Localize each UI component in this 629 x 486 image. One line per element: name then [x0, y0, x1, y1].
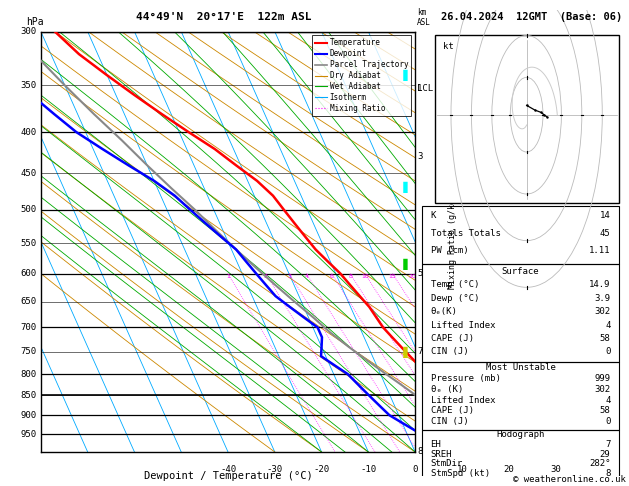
Text: hPa: hPa: [26, 17, 43, 27]
Text: Pressure (mb): Pressure (mb): [430, 374, 501, 383]
Text: -40: -40: [220, 465, 236, 473]
Text: 900: 900: [20, 411, 36, 420]
Text: 2: 2: [264, 274, 268, 279]
Bar: [423, 362, 619, 430]
Text: © weatheronline.co.uk: © weatheronline.co.uk: [513, 474, 626, 484]
Text: Hodograph: Hodograph: [496, 431, 545, 439]
Text: Lifted Index: Lifted Index: [430, 396, 495, 404]
Text: 400: 400: [20, 127, 36, 137]
Text: 450: 450: [20, 169, 36, 178]
Text: EH: EH: [430, 440, 442, 449]
Text: 5: 5: [417, 269, 423, 278]
Text: 8: 8: [348, 274, 352, 279]
Text: 14.9: 14.9: [589, 280, 611, 289]
Text: ▐: ▐: [399, 259, 408, 271]
Text: 8: 8: [605, 469, 611, 478]
Text: 850: 850: [20, 391, 36, 399]
Text: 302: 302: [594, 385, 611, 394]
Text: K: K: [430, 211, 436, 220]
Bar: [423, 430, 619, 481]
Text: 350: 350: [20, 81, 36, 90]
Text: PW (cm): PW (cm): [430, 246, 468, 255]
Text: 300: 300: [20, 27, 36, 36]
Text: θₑ (K): θₑ (K): [430, 385, 463, 394]
Text: 600: 600: [20, 269, 36, 278]
Text: Totals Totals: Totals Totals: [430, 228, 501, 238]
Text: CAPE (J): CAPE (J): [430, 406, 474, 416]
Text: kt: kt: [443, 42, 454, 52]
Text: 800: 800: [20, 369, 36, 379]
Text: 58: 58: [599, 334, 611, 343]
Text: -30: -30: [267, 465, 283, 473]
Text: ▐: ▐: [399, 181, 408, 193]
Text: Dewp (°C): Dewp (°C): [430, 294, 479, 303]
Text: 6: 6: [330, 274, 333, 279]
Text: 7: 7: [417, 347, 423, 356]
X-axis label: Dewpoint / Temperature (°C): Dewpoint / Temperature (°C): [143, 471, 313, 482]
Text: 700: 700: [20, 323, 36, 332]
Text: ▐: ▐: [399, 69, 408, 81]
Text: 58: 58: [599, 406, 611, 416]
Text: 3.9: 3.9: [594, 294, 611, 303]
Text: 4: 4: [605, 396, 611, 404]
Text: 1: 1: [226, 274, 230, 279]
Text: 0: 0: [413, 465, 418, 473]
Text: StmDir: StmDir: [430, 459, 463, 469]
Text: 1.11: 1.11: [589, 246, 611, 255]
Text: ▐: ▐: [399, 347, 408, 358]
Text: 3: 3: [417, 152, 423, 161]
Text: 550: 550: [20, 239, 36, 248]
Bar: [435, 35, 619, 203]
Text: 10: 10: [457, 465, 467, 473]
Text: 0: 0: [605, 347, 611, 356]
Text: 20: 20: [503, 465, 514, 473]
Bar: [423, 264, 619, 362]
Text: Temp (°C): Temp (°C): [430, 280, 479, 289]
Text: 1: 1: [417, 84, 423, 93]
Text: Mixing Ratio (g/kg): Mixing Ratio (g/kg): [448, 194, 457, 289]
Bar: [423, 206, 619, 264]
Text: 282°: 282°: [589, 459, 611, 469]
Text: 950: 950: [20, 430, 36, 438]
Text: 20: 20: [409, 274, 416, 279]
Text: Lifted Index: Lifted Index: [430, 321, 495, 330]
Text: 45: 45: [599, 228, 611, 238]
Legend: Temperature, Dewpoint, Parcel Trajectory, Dry Adiabat, Wet Adiabat, Isotherm, Mi: Temperature, Dewpoint, Parcel Trajectory…: [312, 35, 411, 116]
Text: 4: 4: [304, 274, 308, 279]
Text: Most Unstable: Most Unstable: [486, 364, 555, 372]
Text: 26.04.2024  12GMT  (Base: 06): 26.04.2024 12GMT (Base: 06): [442, 12, 623, 22]
Text: 10: 10: [361, 274, 369, 279]
Text: 302: 302: [594, 307, 611, 316]
Text: 4: 4: [605, 321, 611, 330]
Text: 29: 29: [599, 450, 611, 459]
Text: 750: 750: [20, 347, 36, 356]
Text: 30: 30: [550, 465, 561, 473]
Text: 7: 7: [605, 440, 611, 449]
Text: 15: 15: [389, 274, 396, 279]
Text: CAPE (J): CAPE (J): [430, 334, 474, 343]
Text: 8: 8: [417, 448, 423, 456]
Text: -10: -10: [360, 465, 376, 473]
Text: 44°49'N  20°17'E  122m ASL: 44°49'N 20°17'E 122m ASL: [135, 12, 311, 22]
Text: CIN (J): CIN (J): [430, 347, 468, 356]
Text: StmSpd (kt): StmSpd (kt): [430, 469, 489, 478]
Text: 0: 0: [605, 417, 611, 426]
Text: 14: 14: [599, 211, 611, 220]
Text: Surface: Surface: [502, 267, 539, 276]
Text: 999: 999: [594, 374, 611, 383]
Text: 500: 500: [20, 206, 36, 214]
Text: θₑ(K): θₑ(K): [430, 307, 457, 316]
Text: 3: 3: [287, 274, 291, 279]
Text: SREH: SREH: [430, 450, 452, 459]
Text: CIN (J): CIN (J): [430, 417, 468, 426]
Text: LCL: LCL: [417, 84, 433, 93]
Text: 650: 650: [20, 297, 36, 306]
Text: -20: -20: [313, 465, 330, 473]
Text: km
ASL: km ASL: [417, 8, 431, 27]
